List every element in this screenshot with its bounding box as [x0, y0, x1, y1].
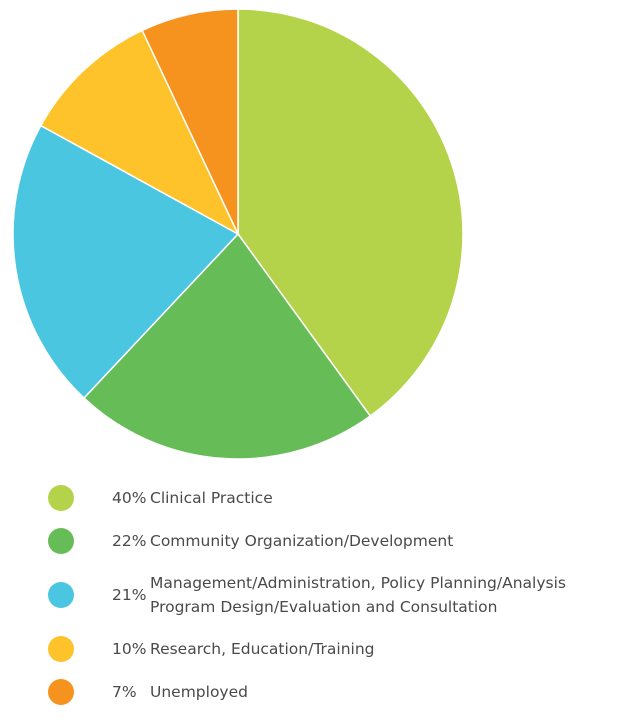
legend-swatch [48, 528, 74, 554]
legend-item: 21% Management/Administration, Policy Pla… [48, 571, 608, 619]
pie-slice [141, 8, 239, 235]
pie-slice [237, 8, 464, 418]
legend-percent: 22% [112, 532, 147, 550]
chart [12, 8, 464, 460]
legend-swatch [48, 582, 74, 608]
legend-swatch [48, 485, 74, 511]
legend-item: 10% Research, Education/Training [48, 636, 608, 662]
page: {"chart_data": {"type": "pie", "categori… [12, 8, 566, 705]
legend-percent: 10% [112, 640, 147, 658]
legend-label: Community Organization/Development [150, 532, 454, 550]
legend-percent: 21% [112, 586, 147, 604]
legend-label: Clinical Practice [150, 489, 273, 507]
pie-slice [12, 124, 240, 400]
legend-item: 7% Unemployed [48, 679, 608, 705]
legend-swatch [48, 636, 74, 662]
legend-label: Unemployed [150, 683, 248, 701]
legend-label: Management/Administration, Policy Planni… [150, 574, 566, 616]
legend-swatch [48, 679, 74, 705]
legend: 40% Clinical Practice 22% Community Organiz… [48, 485, 608, 722]
legend-item: 22% Community Organization/Development [48, 528, 608, 554]
legend-item: 40% Clinical Practice [48, 485, 608, 511]
legend-label: Research, Education/Training [150, 640, 375, 658]
legend-percent: 7% [112, 683, 137, 701]
legend-percent: 40% [112, 489, 147, 507]
pie-slice [39, 29, 240, 236]
pie-slice [82, 232, 372, 460]
